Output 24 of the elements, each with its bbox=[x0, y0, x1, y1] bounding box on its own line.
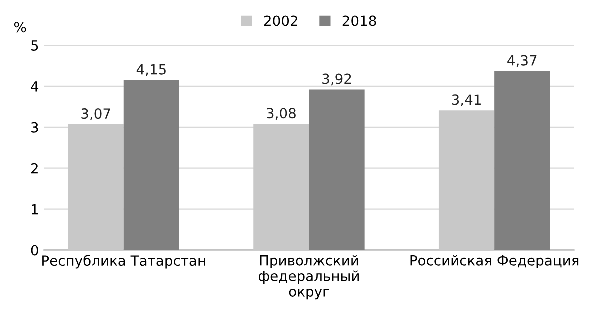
x-tick-label: Российская Федерация bbox=[410, 255, 579, 269]
data-label: 3,41 bbox=[452, 94, 481, 107]
bar bbox=[124, 80, 180, 250]
data-label: 3,92 bbox=[322, 74, 352, 86]
legend-label: 2018 bbox=[342, 16, 376, 26]
y-tick-label: 4 bbox=[31, 82, 39, 92]
data-label: 4,15 bbox=[136, 64, 166, 76]
y-tick-label: 0 bbox=[31, 245, 38, 256]
bar bbox=[438, 110, 495, 250]
bar bbox=[254, 124, 310, 250]
y-tick-label: 1 bbox=[32, 204, 38, 215]
data-label: 3,08 bbox=[267, 108, 296, 120]
x-tick-label: Республика Татарстан bbox=[42, 255, 206, 269]
x-tick-label: Приволжский федеральный округ bbox=[258, 255, 359, 300]
bar bbox=[309, 90, 365, 250]
y-tick-label: 5 bbox=[32, 40, 38, 51]
y-axis-title: % bbox=[14, 22, 26, 33]
bar bbox=[494, 71, 550, 250]
legend-label: 2002 bbox=[264, 16, 298, 26]
bar bbox=[68, 124, 124, 250]
y-tick-label: 2 bbox=[31, 163, 38, 174]
data-label: 4,37 bbox=[508, 55, 537, 68]
data-label: 3,07 bbox=[82, 108, 110, 120]
y-tick-label: 3 bbox=[32, 122, 38, 133]
